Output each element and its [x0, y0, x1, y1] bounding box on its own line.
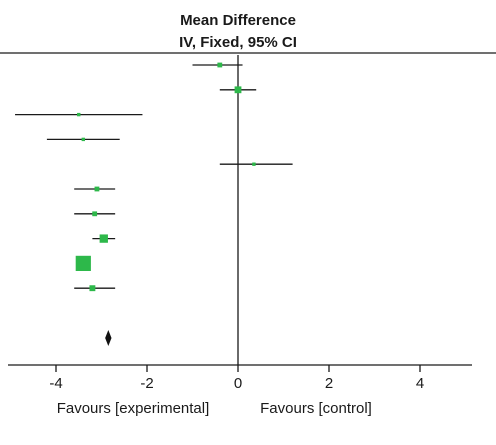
study-marker [81, 137, 85, 142]
study-marker [94, 186, 100, 192]
pooled-diamond [105, 330, 112, 346]
x-tick-label: 0 [234, 375, 242, 392]
study-marker [252, 162, 256, 166]
study-marker [99, 234, 108, 243]
x-axis: -4 -2 0 2 4 [8, 364, 472, 392]
favours-experimental-label: Favours [experimental] [57, 400, 210, 417]
study-marker [75, 255, 91, 272]
x-tick-label: 2 [325, 375, 333, 392]
study-marker [77, 112, 81, 117]
favours-control-label: Favours [control] [260, 400, 372, 417]
x-tick-label: 4 [416, 375, 424, 392]
study-marker [217, 62, 223, 68]
x-tick-label: -4 [49, 375, 62, 392]
chart-title-line1: Mean Difference [180, 12, 296, 29]
study-rows [15, 55, 293, 365]
study-marker [89, 285, 96, 292]
study-marker [92, 211, 98, 217]
chart-title-line2: IV, Fixed, 95% CI [179, 34, 297, 51]
x-tick-label: -2 [140, 375, 153, 392]
study-marker [234, 86, 242, 94]
